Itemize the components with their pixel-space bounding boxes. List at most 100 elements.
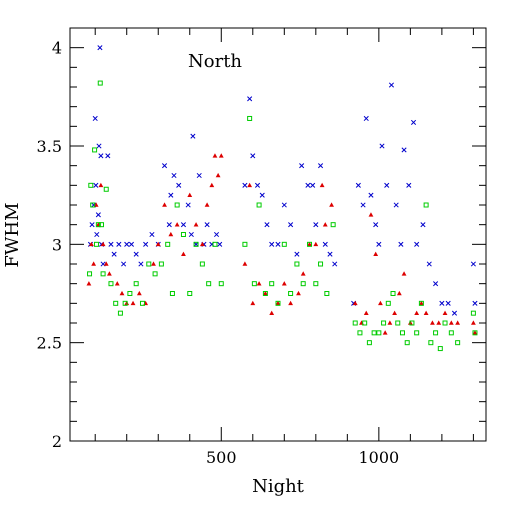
cross-point xyxy=(355,182,361,188)
square-point xyxy=(313,281,319,287)
triangle-point xyxy=(472,330,478,335)
triangle-point xyxy=(392,310,398,315)
triangle-point xyxy=(288,300,294,306)
triangle-point xyxy=(136,290,142,296)
square-point xyxy=(108,281,114,287)
y-tick-label: 3.5 xyxy=(37,137,62,156)
triangle-point xyxy=(300,271,306,276)
y-tick-label: 3 xyxy=(52,235,62,254)
square-point xyxy=(90,202,96,208)
square-point xyxy=(433,330,439,336)
triangle-point xyxy=(199,241,205,247)
cross-point xyxy=(439,300,445,306)
square-point xyxy=(187,291,193,296)
cross-point xyxy=(133,251,139,257)
cross-point xyxy=(363,115,369,122)
triangle-point xyxy=(91,261,97,266)
triangle-point xyxy=(382,330,388,335)
triangle-point xyxy=(430,320,435,325)
triangle-point xyxy=(193,222,199,227)
triangle-point xyxy=(151,261,156,266)
triangle-point xyxy=(130,300,136,306)
triangle-point xyxy=(322,222,328,227)
cross-point xyxy=(317,163,324,169)
square-point xyxy=(409,320,415,326)
triangle-point xyxy=(162,202,167,207)
cross-point xyxy=(410,119,417,125)
cross-point xyxy=(95,212,101,218)
cross-point xyxy=(190,133,196,139)
cross-point xyxy=(193,241,199,247)
cross-point xyxy=(161,163,168,169)
square-point xyxy=(281,241,287,247)
cross-point xyxy=(294,251,300,257)
square-point xyxy=(95,222,101,228)
square-point xyxy=(448,330,454,336)
cross-point xyxy=(376,241,382,247)
cross-point xyxy=(254,182,261,188)
square-point xyxy=(193,241,199,247)
triangle-point xyxy=(423,310,429,315)
triangle-point xyxy=(204,202,210,207)
cross-point xyxy=(105,153,111,159)
triangle-point xyxy=(86,281,92,286)
cross-point xyxy=(275,241,281,247)
triangle-point xyxy=(387,320,393,325)
cross-point xyxy=(264,222,270,228)
cross-point xyxy=(180,222,187,228)
cross-point xyxy=(247,96,253,102)
triangle-point xyxy=(470,320,476,325)
square-point xyxy=(251,281,257,287)
square-point xyxy=(103,186,109,192)
cross-point xyxy=(168,192,174,198)
triangle-point xyxy=(281,281,287,286)
triangle-point xyxy=(168,231,174,237)
cross-point xyxy=(213,231,220,238)
square-point xyxy=(199,261,205,267)
tick-labels: 2 2.5 3 3.5 4 500 1000 xyxy=(37,39,400,467)
cross-point xyxy=(96,143,102,149)
square-point xyxy=(180,232,186,237)
cross-point xyxy=(414,241,420,247)
triangle-point xyxy=(247,182,253,188)
cross-point xyxy=(393,202,399,208)
cross-point xyxy=(217,241,223,247)
axis-ticks xyxy=(70,27,486,442)
triangle-point xyxy=(307,241,312,247)
square-point xyxy=(385,300,391,306)
triangle-point xyxy=(106,271,112,276)
x-tick-label: 1000 xyxy=(358,448,399,467)
triangle-point xyxy=(212,153,218,158)
square-point xyxy=(442,320,448,326)
triangle-point xyxy=(89,241,94,247)
square-point xyxy=(169,291,175,296)
square-point xyxy=(418,300,424,306)
triangle-point xyxy=(368,212,374,217)
square-point xyxy=(269,281,275,287)
cross-point xyxy=(313,222,319,228)
square-point xyxy=(93,241,99,247)
square-point xyxy=(247,115,253,121)
triangle-point xyxy=(455,320,461,325)
cross-point xyxy=(92,115,98,122)
cross-point xyxy=(445,300,451,306)
cross-point xyxy=(281,202,287,208)
triangle-point xyxy=(352,300,358,306)
square-point xyxy=(318,261,324,267)
square-point xyxy=(414,330,420,336)
triangle-point xyxy=(174,222,180,227)
square-point xyxy=(381,320,387,326)
cross-point xyxy=(420,222,426,228)
square-point xyxy=(362,320,368,326)
cross-point xyxy=(185,202,191,208)
cross-point xyxy=(470,261,476,267)
x-tick-label: 500 xyxy=(206,448,237,467)
cross-point xyxy=(472,300,478,306)
square-point xyxy=(146,261,152,267)
triangle-point xyxy=(114,281,120,286)
square-point xyxy=(404,340,410,346)
square-point xyxy=(87,271,93,277)
square-point xyxy=(357,330,363,336)
cross-point xyxy=(310,182,316,188)
